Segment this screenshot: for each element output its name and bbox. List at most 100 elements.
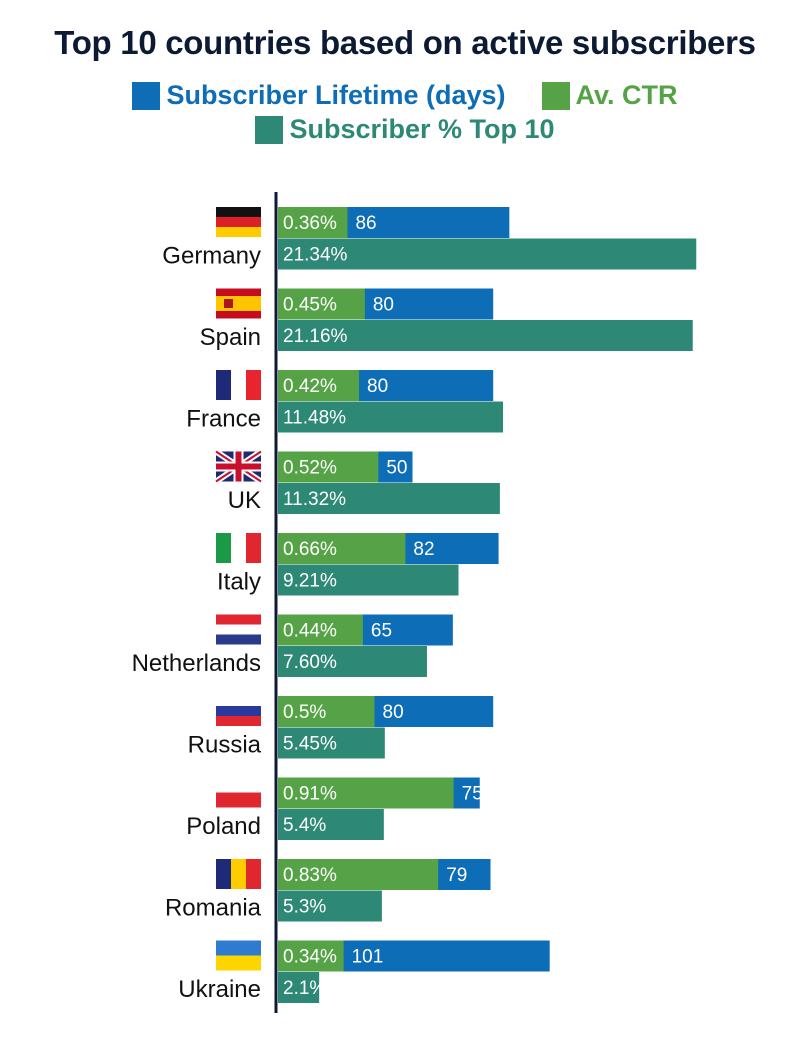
flag-stripe <box>216 614 261 625</box>
country-row: 0.34% 101 2.1% Ukraine <box>178 940 550 1003</box>
share-bar <box>278 646 427 677</box>
country-row: 0.45% 80 21.16% Spain <box>200 288 693 351</box>
flag-stripe <box>216 940 261 956</box>
ctr-value-label: 0.44% <box>283 621 337 642</box>
flag-stripe <box>246 859 261 889</box>
ctr-value-label: 0.66% <box>283 539 337 560</box>
country-row: 0.42% 80 11.48% France <box>186 370 504 433</box>
ctr-bar <box>278 696 375 727</box>
flag-stripe <box>224 299 233 308</box>
share-bar <box>278 401 504 433</box>
flag-stripe <box>216 533 231 563</box>
ctr-value-label: 0.52% <box>283 458 337 479</box>
ctr-bar <box>278 614 363 646</box>
germany-flag-icon <box>216 207 261 237</box>
share-value-label: 11.48% <box>283 408 346 429</box>
ctr-value-label: 0.45% <box>283 295 337 316</box>
romania-flag-icon <box>216 859 261 889</box>
ctr-bar <box>278 940 344 972</box>
lifetime-value-label: 50 <box>386 458 407 479</box>
ctr-value-label: 0.42% <box>283 376 337 397</box>
ctr-value-label: 0.83% <box>283 865 337 886</box>
share-bar <box>278 320 693 351</box>
lifetime-value-label: 80 <box>383 702 404 723</box>
ukraine-flag-icon <box>216 940 261 971</box>
share-value-label: 7.60% <box>283 652 337 673</box>
country-label: UK <box>228 487 261 514</box>
flag-stripe <box>231 859 246 889</box>
share-value-label: 2.1% <box>283 978 326 999</box>
ctr-bar <box>278 777 454 809</box>
share-bar <box>278 727 385 759</box>
share-value-label: 21.34% <box>283 245 348 266</box>
flag-stripe <box>216 311 261 319</box>
country-row: 0.91% 75 5.4% Poland <box>186 777 483 840</box>
legend-label-share: Subscriber % Top 10 <box>289 114 555 144</box>
lifetime-value-label: 75 <box>462 784 483 805</box>
legend-swatch-ctr <box>541 81 570 110</box>
legend-label-lifetime: Subscriber Lifetime (days) <box>166 80 506 110</box>
lifetime-value-label: 101 <box>352 947 384 968</box>
ctr-bar <box>278 370 360 401</box>
legend-label-ctr: Av. CTR <box>575 80 678 110</box>
ctr-bar <box>278 207 348 238</box>
share-value-label: 21.16% <box>283 326 348 347</box>
country-label: Spain <box>200 324 261 351</box>
lifetime-value-label: 79 <box>446 865 467 886</box>
flag-stripe <box>231 370 246 400</box>
flag-stripe <box>246 370 261 400</box>
flag-stripe <box>216 217 261 227</box>
netherlands-flag-icon <box>216 614 261 645</box>
country-label: Poland <box>186 813 261 840</box>
share-value-label: 5.45% <box>283 734 337 755</box>
country-row: 0.52% 50 11.32% UK <box>214 449 500 514</box>
lifetime-value-label: 65 <box>371 621 392 642</box>
country-label: Italy <box>217 569 261 596</box>
share-bar <box>278 809 384 840</box>
flag-stripe <box>216 370 231 400</box>
flag-stripe <box>231 533 246 563</box>
ctr-value-label: 0.91% <box>283 784 337 805</box>
flag-stripe <box>216 634 261 645</box>
share-value-label: 5.4% <box>283 815 326 836</box>
flag-stripe <box>216 777 261 793</box>
country-label: Russia <box>188 732 262 759</box>
chart-title: Top 10 countries based on active subscri… <box>54 24 756 61</box>
country-row: 0.83% 79 5.3% Romania <box>165 859 491 922</box>
flag-stripe <box>216 716 261 726</box>
ctr-bar <box>278 288 365 320</box>
legend-row-1: Subscriber Lifetime (days) Av. CTR <box>0 80 810 111</box>
flag-stripe <box>216 696 261 706</box>
flag-stripe <box>216 624 261 635</box>
country-row: 0.5% 80 5.45% Russia <box>188 696 494 759</box>
russia-flag-icon <box>216 696 261 726</box>
share-value-label: 5.3% <box>283 897 326 918</box>
share-value-label: 11.32% <box>283 489 346 510</box>
ctr-value-label: 0.36% <box>283 213 337 234</box>
flag-stripe <box>216 207 261 217</box>
flag-stripe <box>216 227 261 237</box>
lifetime-value-label: 86 <box>355 213 376 234</box>
italy-flag-icon <box>216 533 261 563</box>
share-bar <box>278 972 320 1003</box>
flag-stripe <box>216 706 261 716</box>
country-row: 0.36% 86 21.34% Germany <box>162 207 697 270</box>
poland-flag-icon <box>216 777 261 808</box>
legend-item-lifetime: Subscriber Lifetime (days) <box>132 80 506 111</box>
flag-stripe <box>216 792 261 808</box>
country-label: Germany <box>162 243 261 270</box>
share-bar <box>278 483 500 514</box>
country-row: 0.66% 82 9.21% Italy <box>216 533 499 596</box>
ctr-bar <box>278 859 439 890</box>
flag-stripe <box>216 955 261 971</box>
country-label: Ukraine <box>178 976 261 1003</box>
country-row: 0.44% 65 7.60% Netherlands <box>132 614 453 677</box>
share-value-label: 9.21% <box>283 571 337 592</box>
flag-stripe <box>216 296 261 311</box>
legend-row-2: Subscriber % Top 10 <box>0 114 810 145</box>
lifetime-value-label: 80 <box>373 295 394 316</box>
country-label: Romania <box>165 895 262 922</box>
share-bar <box>278 238 697 270</box>
lifetime-value-label: 82 <box>413 539 434 560</box>
flag-stripe <box>246 533 261 563</box>
